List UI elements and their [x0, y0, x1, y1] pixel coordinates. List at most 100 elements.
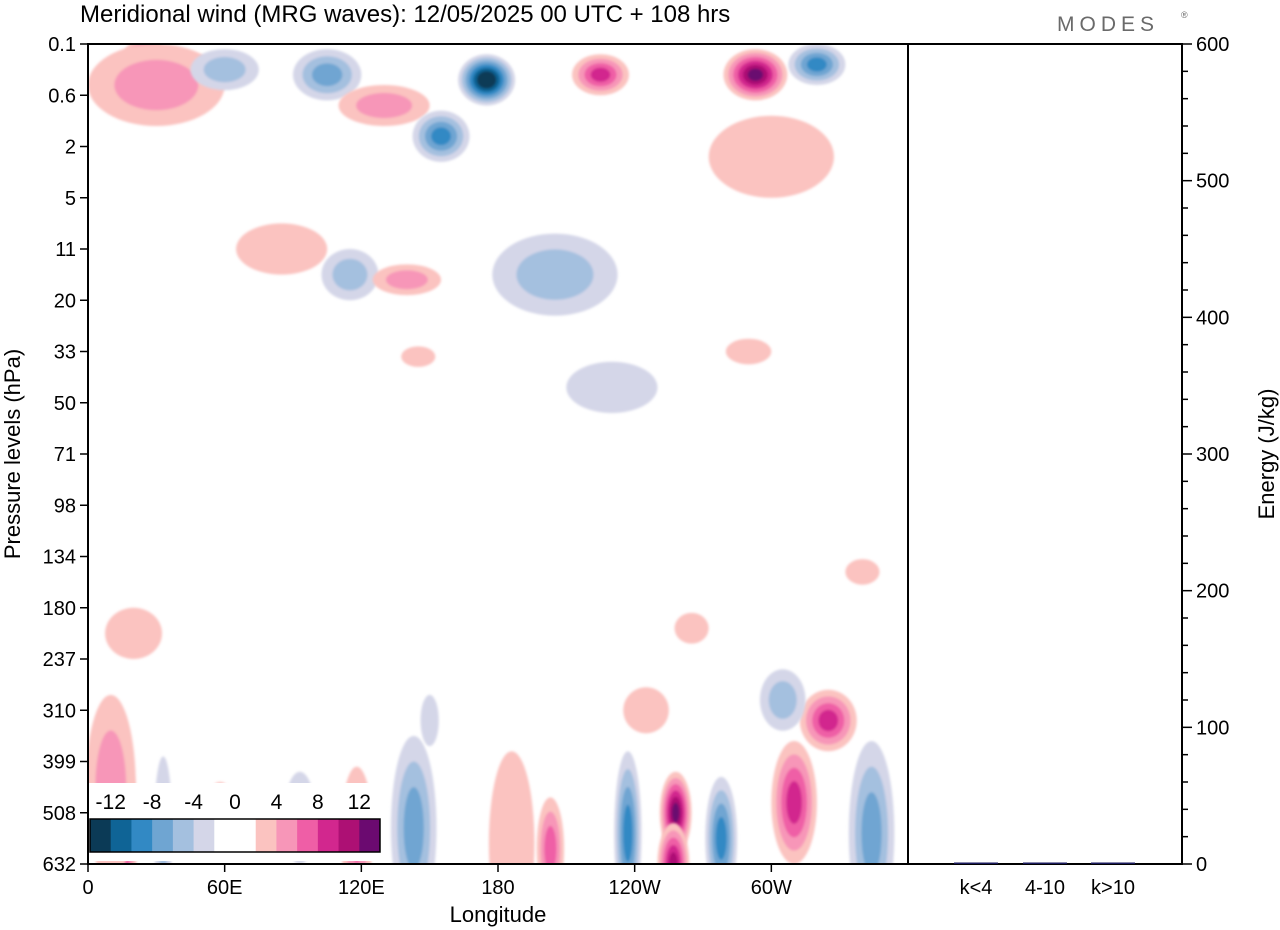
longitude-axis: 0 60E 120E 180 120W 60W	[82, 864, 792, 899]
contour-band	[590, 67, 611, 82]
colorbar-frame	[89, 818, 381, 853]
brand-registered-mark: ®	[1181, 10, 1188, 20]
contour-band	[236, 223, 328, 275]
wind-anomaly-northerly	[88, 44, 225, 126]
wind-anomaly-northerly	[723, 49, 788, 101]
colorbar-swatch	[214, 819, 236, 852]
pressure-tick-label: 134	[43, 547, 76, 569]
wind-anomaly-southerly	[190, 49, 259, 91]
wind-anomaly-southerly	[420, 694, 439, 747]
wind-anomaly-northerly	[799, 689, 857, 752]
contour-band	[674, 612, 709, 644]
colorbar-swatch	[110, 819, 132, 852]
colorbar-label: -12	[96, 791, 126, 814]
colorbar-swatch	[131, 819, 153, 852]
colorbar-swatch	[235, 819, 257, 852]
contour-band	[845, 559, 880, 585]
energy-bar	[954, 862, 998, 864]
contour-band	[356, 92, 413, 119]
contour-band	[385, 270, 428, 290]
colorbar-swatch	[152, 819, 174, 852]
contour-band	[786, 781, 803, 824]
wind-anomaly-northerly	[401, 346, 436, 367]
contour-band	[708, 115, 834, 198]
contour-band	[403, 787, 424, 864]
colorbar-swatch	[297, 819, 319, 852]
contour-band	[114, 59, 199, 111]
wind-anomaly-northerly	[657, 823, 690, 864]
energy-tick-label: 100	[1196, 717, 1229, 739]
longitude-tick-label: 120E	[338, 877, 385, 899]
colorbar-label: -4	[184, 791, 203, 814]
colorbar-label: 0	[229, 791, 241, 814]
energy-tick-label: 500	[1196, 171, 1229, 193]
y-axis-title: Pressure levels (hPa)	[0, 349, 25, 559]
wind-anomaly-southerly	[390, 735, 437, 864]
wind-anomaly-northerly	[708, 115, 834, 198]
contour-band	[420, 694, 439, 747]
colorbar-swatch	[338, 819, 360, 852]
colorbar-label: -8	[143, 791, 162, 814]
brand-logo: MODES	[1057, 13, 1159, 36]
colorbar: -12 -8 -4 0 4 8 12	[88, 783, 382, 861]
colorbar-swatch	[359, 819, 381, 852]
contour-band	[747, 68, 764, 81]
pressure-tick-label: 0.6	[48, 85, 76, 107]
contour-band	[623, 804, 633, 862]
wind-anomaly-southerly	[412, 110, 470, 162]
wind-anomaly-northerly	[338, 85, 430, 126]
energy-tick-label: 400	[1196, 307, 1229, 329]
wind-anomaly-southerly	[705, 776, 738, 864]
x-axis-title: Longitude	[450, 902, 547, 927]
contour-band	[725, 338, 772, 365]
colorbar-label: 8	[312, 791, 324, 814]
chart-title: Meridional wind (MRG waves): 12/05/2025 …	[80, 1, 730, 28]
contour-band	[818, 709, 839, 732]
contour-band	[715, 816, 727, 860]
contour-band	[311, 63, 343, 87]
contour-band	[332, 258, 368, 291]
pressure-tick-label: 237	[43, 649, 76, 671]
energy-tick-label: 600	[1196, 34, 1229, 56]
contour-band	[668, 852, 678, 864]
colorbar-label: 12	[348, 791, 371, 814]
pressure-tick-label: 33	[54, 342, 76, 364]
pressure-tick-label: 11	[55, 239, 76, 261]
longitude-tick-label: 60W	[751, 877, 792, 899]
wind-anomaly-northerly	[488, 751, 535, 864]
contour-band	[401, 346, 436, 367]
pressure-tick-label: 5	[65, 188, 76, 210]
contour-band	[671, 802, 680, 823]
energy-category-label: k>10	[1091, 877, 1135, 899]
wind-anomaly-southerly	[492, 233, 618, 316]
pressure-axis: 0.1 0.6 2 5 11 20 33 50 71 98 134 180 237 310 399 508 63…	[43, 34, 88, 876]
energy-bar	[1023, 862, 1067, 864]
contour-band	[544, 825, 557, 864]
wind-anomaly-northerly	[623, 687, 669, 734]
longitude-tick-label: 0	[82, 877, 93, 899]
wind-anomaly-southerly	[848, 741, 895, 864]
energy-tick-label: 200	[1196, 581, 1229, 603]
wind-anomaly-northerly	[845, 559, 880, 585]
wind-anomaly-southerly	[614, 751, 642, 864]
wind-anomaly-northerly	[725, 338, 772, 365]
contour-band	[623, 687, 669, 734]
wind-anomaly-southerly	[566, 361, 658, 413]
colorbar-swatch	[90, 819, 112, 852]
pressure-tick-label: 180	[43, 598, 76, 620]
contour-band	[105, 607, 163, 659]
pressure-tick-label: 399	[43, 752, 76, 774]
longitude-tick-label: 180	[481, 877, 514, 899]
wind-anomaly-southerly	[321, 249, 379, 301]
pressure-tick-label: 0.1	[48, 34, 76, 56]
energy-bar	[1091, 862, 1135, 864]
longitude-tick-label: 120W	[609, 877, 661, 899]
contour-band	[861, 792, 882, 864]
wind-anomaly-northerly	[674, 612, 709, 644]
colorbar-swatch	[276, 819, 298, 852]
colorbar-swatch	[172, 819, 195, 852]
pressure-tick-label: 50	[54, 393, 76, 415]
contour-band	[768, 681, 797, 719]
contour-band	[203, 57, 246, 83]
